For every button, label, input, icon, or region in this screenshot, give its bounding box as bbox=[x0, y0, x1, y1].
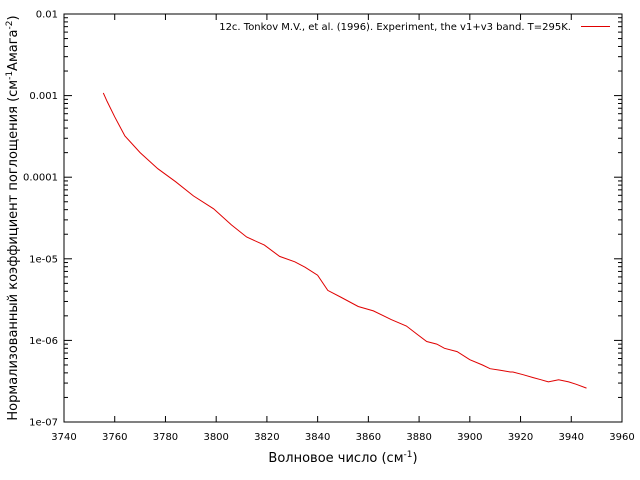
y-tick-label: 1e-07 bbox=[29, 418, 58, 429]
y-axis-title: Нормализованный коэффициент поглощения (… bbox=[5, 15, 21, 420]
x-tick-label: 3860 bbox=[356, 432, 381, 443]
series-line bbox=[102, 92, 587, 389]
y-tick-label: 0.0001 bbox=[23, 173, 58, 184]
y-axis-ticks: 1e-07 1e-06 1e-05 0.0001 0.001 0.01 bbox=[23, 10, 622, 429]
x-tick-label: 3880 bbox=[406, 432, 431, 443]
x-tick-label: 3940 bbox=[559, 432, 584, 443]
legend: 12c. Tonkov M.V., et al. (1996). Experim… bbox=[219, 22, 610, 33]
x-tick-label: 3780 bbox=[153, 432, 178, 443]
x-tick-label: 3960 bbox=[609, 432, 634, 443]
x-tick-label: 3840 bbox=[305, 432, 330, 443]
x-axis-title: Волновое число (см-1) bbox=[268, 450, 417, 466]
x-tick-label: 3920 bbox=[508, 432, 533, 443]
x-axis-ticks: 3740 3760 3780 3800 3820 3840 3860 3880 3900 3920… bbox=[51, 14, 635, 443]
series-layer bbox=[102, 92, 587, 389]
legend-label: 12c. Tonkov M.V., et al. (1996). Experim… bbox=[219, 22, 571, 33]
x-tick-label: 3820 bbox=[254, 432, 279, 443]
y-tick-label: 1e-06 bbox=[29, 336, 58, 347]
x-tick-label: 3760 bbox=[102, 432, 127, 443]
y-tick-label: 1e-05 bbox=[29, 254, 58, 265]
x-tick-label: 3900 bbox=[457, 432, 482, 443]
y-tick-label: 0.01 bbox=[36, 10, 58, 21]
plot-area-frame bbox=[63, 13, 623, 423]
x-tick-label: 3740 bbox=[51, 432, 76, 443]
x-tick-label: 3800 bbox=[203, 432, 228, 443]
y-tick-label: 0.001 bbox=[29, 91, 58, 102]
